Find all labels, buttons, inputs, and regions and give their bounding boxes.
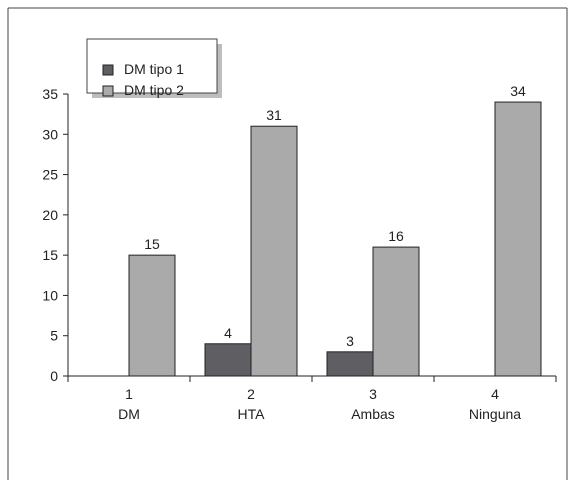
- value-label: 31: [266, 107, 282, 123]
- value-label: 16: [388, 228, 404, 244]
- bar-dm-tipo-2-hta: [250, 125, 298, 377]
- legend-swatch-dm-tipo-1: [102, 64, 114, 76]
- value-label: 34: [510, 83, 526, 99]
- bar-dm-tipo-2-dm: [128, 254, 176, 377]
- x-axis: 1 DM 2 HTA 3 Ambas 4 Ninguna: [67, 375, 557, 422]
- x-tick-number: 3: [369, 386, 377, 402]
- value-label: 4: [224, 325, 232, 341]
- y-tick-label: 35: [42, 86, 58, 102]
- bar-dm-tipo-1-ambas: [326, 351, 374, 377]
- x-tick-number: 4: [491, 386, 499, 402]
- value-labels-group: 15 4 31 3 16 34: [144, 83, 526, 349]
- y-tick-label: 5: [50, 328, 58, 344]
- y-axis: 0 5 10 15 20 25 30 35: [42, 86, 69, 384]
- y-tick-label: 10: [42, 287, 58, 303]
- value-label: 3: [346, 333, 354, 349]
- x-tick-label: Ambas: [351, 406, 395, 422]
- value-label: 15: [144, 236, 160, 252]
- y-tick-label: 15: [42, 247, 58, 263]
- chart-border: [7, 7, 568, 480]
- legend-label-dm-tipo-2: DM tipo 2: [124, 82, 184, 98]
- legend-swatch-dm-tipo-2: [102, 85, 114, 97]
- y-tick-label: 20: [42, 207, 58, 223]
- x-tick-label: Ninguna: [469, 406, 521, 422]
- legend-label-dm-tipo-1: DM tipo 1: [124, 61, 184, 77]
- bars-group: [128, 101, 542, 377]
- x-tick-number: 1: [125, 386, 133, 402]
- y-tick-label: 30: [42, 126, 58, 142]
- x-tick-label: HTA: [238, 406, 266, 422]
- y-tick-label: 0: [50, 368, 58, 384]
- bar-dm-tipo-2-ambas: [372, 246, 420, 377]
- x-tick-number: 2: [247, 386, 255, 402]
- x-tick-label: DM: [118, 406, 140, 422]
- bar-dm-tipo-2-ninguna: [494, 101, 542, 377]
- y-tick-label: 25: [42, 167, 58, 183]
- legend: DM tipo 1 DM tipo 2: [86, 38, 222, 98]
- bar-dm-tipo-1-hta: [204, 343, 252, 377]
